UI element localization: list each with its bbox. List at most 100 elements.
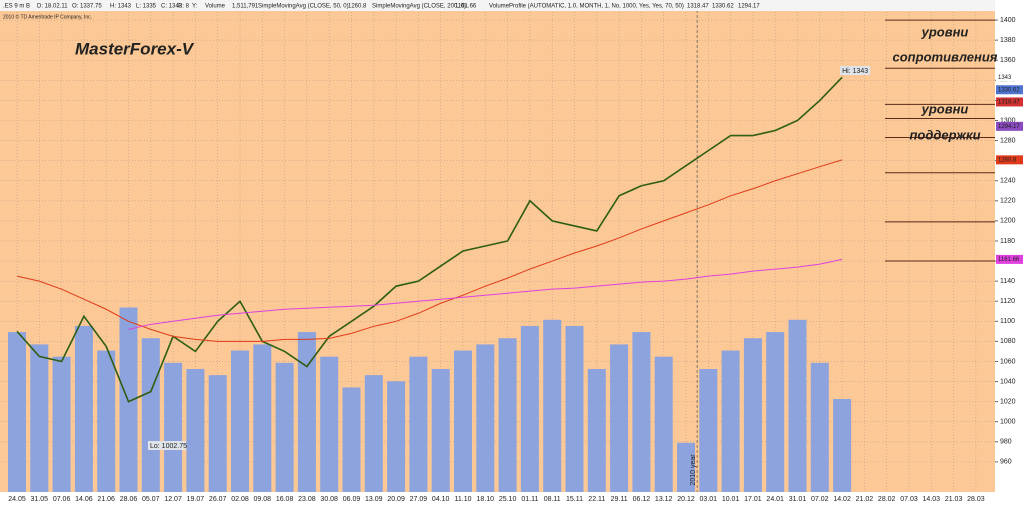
lo-box <box>148 441 186 450</box>
study-name: SimpleMovingAvg (CLOSE, 200, 0) <box>372 4 466 10</box>
y-tick-label: 1100 <box>1000 318 1015 325</box>
volume-bar <box>721 350 740 492</box>
y-tick-label: 1400 <box>1000 17 1016 24</box>
x-tick-label: 12.07 <box>164 496 182 503</box>
y-tick-label: 1200 <box>1000 218 1016 225</box>
y-tick-label: 980 <box>1000 439 1012 446</box>
volume-bar <box>476 344 495 492</box>
volume-bar <box>164 362 183 492</box>
x-tick-label: 14.06 <box>75 496 93 503</box>
x-tick-label: 13.12 <box>655 496 673 503</box>
header-item: O: 1337.75 <box>72 4 102 10</box>
x-tick-label: 01.11 <box>521 496 538 503</box>
price-tag <box>996 254 1023 264</box>
study-name: VolumeProfile (AUTOMATIC, 1.0, MONTH, 1,… <box>489 4 684 10</box>
x-tick-label: 31.01 <box>789 496 807 503</box>
y-tick-label: 960 <box>1000 459 1012 466</box>
volume-bar <box>743 338 762 492</box>
header-item: R: 8 <box>178 4 190 10</box>
volume-bar <box>677 442 695 492</box>
x-tick-label: 11.10 <box>455 496 472 503</box>
level-note: уровни <box>921 24 969 39</box>
y-tick-label: 1240 <box>1000 178 1016 185</box>
y-tick-label: 1220 <box>1000 198 1016 205</box>
volume-bar <box>74 325 93 492</box>
price-tag-label: 1318.47 <box>998 100 1020 106</box>
x-tick-label: 05.07 <box>142 496 160 503</box>
x-tick-label: 13.09 <box>365 496 383 503</box>
price-tag <box>996 97 1023 107</box>
x-tick-label: 14.03 <box>923 496 941 503</box>
y-tick-label: 1180 <box>1000 238 1015 245</box>
price-tag-label: 1330.62 <box>998 87 1020 93</box>
volume-bar <box>253 344 272 492</box>
volume-bar <box>30 344 49 492</box>
lo-label: Lo: 1002.75 <box>150 443 187 450</box>
x-tick-label: 31.05 <box>31 496 49 503</box>
y-tick-label: 1360 <box>1000 57 1016 64</box>
volume-bar <box>431 369 450 492</box>
x-tick-label: 03.01 <box>700 496 718 503</box>
x-tick-label: 16.08 <box>276 496 294 503</box>
x-tick-label: 30.08 <box>320 496 338 503</box>
volume-bar <box>810 362 829 492</box>
header-item: .ES 9 m B <box>3 4 30 10</box>
x-tick-label: 07.02 <box>811 496 829 503</box>
volume-bar <box>387 381 406 492</box>
volume-bar <box>610 344 629 492</box>
y-tick-label: 1380 <box>1000 37 1016 44</box>
volume-bar <box>543 319 562 492</box>
x-tick-label: 07.06 <box>53 496 71 503</box>
header-item: D: 18.02.11 <box>37 4 68 10</box>
volume-bar <box>699 369 718 492</box>
x-tick-label: 28.02 <box>878 496 896 503</box>
hi-box <box>840 66 871 75</box>
x-tick-label: 17.01 <box>744 496 762 503</box>
volume-bar <box>766 332 785 492</box>
x-tick-label: 10.01 <box>722 496 740 503</box>
x-tick-label: 25.10 <box>499 496 517 503</box>
price-tag <box>996 72 1023 82</box>
x-tick-label: 14.02 <box>833 496 851 503</box>
price-tag-label: 1343 <box>998 75 1012 81</box>
x-tick-label: 21.06 <box>97 496 115 503</box>
x-tick-label: 20.12 <box>677 496 695 503</box>
header-item: L: 1335 <box>136 4 157 10</box>
series-line <box>16 76 843 403</box>
volume-bar <box>342 387 361 492</box>
volume-bar <box>833 399 852 492</box>
price-tag-label: 1294.17 <box>998 124 1020 130</box>
volume-bar <box>498 338 517 492</box>
level-note: уровни <box>921 101 969 116</box>
x-tick-label: 19.07 <box>187 496 205 503</box>
chart-title: MasterForex-V <box>75 39 195 58</box>
volume-bar <box>141 338 160 492</box>
volume-bar <box>8 332 26 492</box>
x-tick-label: 02.08 <box>231 496 249 503</box>
volume-bar <box>275 362 294 492</box>
x-tick-label: 15.11 <box>566 496 583 503</box>
study-value: 1294.17 <box>738 4 760 10</box>
x-tick-label: 21.03 <box>945 496 963 503</box>
hi-label: Hi: 1343 <box>842 68 868 75</box>
volume-bar <box>186 369 205 492</box>
header-item: Volume <box>205 4 226 10</box>
x-tick-label: 09.08 <box>254 496 272 503</box>
x-tick-label: 28.06 <box>120 496 138 503</box>
study-value: 1161.66 <box>455 4 477 10</box>
volume-bar <box>320 356 339 492</box>
x-tick-label: 27.09 <box>410 496 428 503</box>
y-tick-label: 1080 <box>1000 338 1016 345</box>
y-tick-label: 1060 <box>1000 358 1016 365</box>
volume-bar <box>208 375 227 492</box>
y-tick-label: 1040 <box>1000 378 1016 385</box>
volume-bar <box>454 350 472 492</box>
volume-bar <box>52 356 71 492</box>
volume-bar <box>297 332 316 492</box>
x-tick-label: 18.10 <box>477 496 495 503</box>
x-tick-label: 06.12 <box>633 496 651 503</box>
x-tick-label: 29.11 <box>611 496 628 503</box>
x-tick-label: 08.11 <box>544 496 561 503</box>
x-tick-label: 24.05 <box>8 496 26 503</box>
